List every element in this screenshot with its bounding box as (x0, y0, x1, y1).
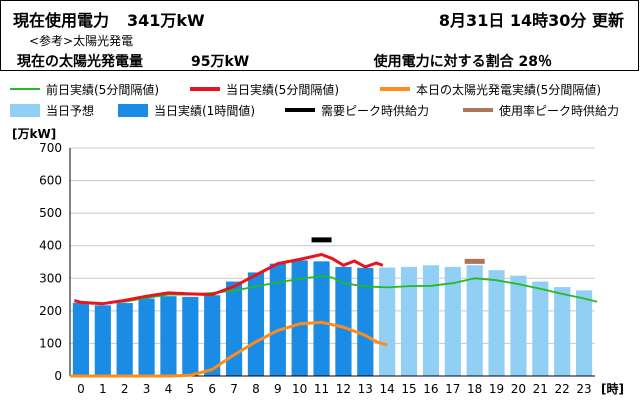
x-tick-label: 18 (467, 382, 482, 396)
x-tick-label: 2 (121, 382, 129, 396)
x-axis-label: [時] (601, 381, 624, 396)
data-bar (247, 272, 265, 376)
data-bar (554, 287, 571, 376)
update-time: 8月31日 14時30分 更新 (438, 11, 624, 30)
y-tick-label: 700 (39, 141, 62, 155)
x-tick-label: 4 (165, 382, 173, 396)
legend-swatch (118, 104, 148, 117)
y-tick-label: 600 (39, 174, 62, 188)
x-tick-label: 13 (358, 382, 373, 396)
solar-ratio: 使用電力に対する割合 28％ (373, 54, 552, 70)
data-bar (400, 266, 418, 376)
legend-label: 前日実績(5分間隔値) (46, 82, 159, 97)
data-bar (269, 263, 286, 376)
x-tick-label: 15 (401, 382, 416, 396)
data-bar (444, 266, 461, 376)
x-tick-label: 0 (77, 382, 85, 396)
y-tick-label: 100 (39, 336, 62, 350)
y-tick-label: 0 (54, 369, 62, 383)
data-bar (422, 265, 440, 376)
x-tick-label: 17 (445, 382, 460, 396)
data-bar (357, 267, 374, 376)
data-bar (160, 296, 177, 376)
data-bar (225, 281, 243, 376)
legend-label: 本日の太陽光発電実績(5分間隔値) (416, 82, 601, 97)
current-usage-value: 341万kW (127, 11, 205, 30)
legend-label: 使用率ピーク時供給力 (499, 103, 619, 118)
data-bar (138, 298, 155, 376)
series-line (70, 320, 388, 378)
data-bar (532, 281, 549, 376)
x-tick-label: 12 (336, 382, 351, 396)
data-bar (291, 260, 308, 376)
x-tick-label: 9 (274, 382, 282, 396)
x-tick-label: 10 (292, 382, 307, 396)
data-bar (116, 303, 133, 376)
legend-label: 当日予想 (46, 103, 94, 118)
data-bar (72, 302, 90, 376)
data-bar (466, 265, 483, 376)
y-axis-label: [万kW] (12, 127, 56, 141)
x-tick-label: 14 (380, 382, 395, 396)
legend-swatch (10, 104, 40, 117)
x-tick-label: 21 (533, 382, 548, 396)
solar-output-value: 95万kW (191, 54, 250, 70)
y-tick-label: 200 (39, 304, 62, 318)
header-panel: 現在使用電力 341万kW 8月31日 14時30分 更新 <参考>太陽光発電 … (0, 0, 639, 71)
x-tick-label: 16 (423, 382, 438, 396)
x-tick-label: 23 (576, 382, 591, 396)
data-bar (335, 266, 352, 376)
legend-label: 需要ピーク時供給力 (321, 104, 429, 118)
x-tick-label: 6 (208, 382, 216, 396)
legend-label: 当日実績(5分間隔値) (226, 82, 339, 97)
data-bar (204, 295, 221, 376)
data-bar (575, 290, 593, 376)
y-tick-label: 300 (39, 271, 62, 285)
reference-solar-label: <参考>太陽光発電 (29, 34, 134, 48)
x-tick-label: 3 (143, 382, 151, 396)
legend-label: 当日実績(1時間値) (154, 103, 255, 118)
x-tick-label: 1 (99, 382, 107, 396)
x-tick-label: 20 (511, 382, 526, 396)
x-tick-label: 5 (186, 382, 194, 396)
data-bar (313, 261, 330, 376)
data-bar (510, 275, 527, 376)
x-tick-label: 8 (252, 382, 260, 396)
x-tick-label: 19 (489, 382, 504, 396)
data-bar (488, 270, 505, 376)
y-tick-label: 400 (39, 239, 62, 253)
data-bar (379, 267, 396, 376)
series-line (80, 275, 598, 305)
data-bar (94, 305, 111, 376)
data-bar (182, 296, 199, 376)
x-tick-label: 22 (555, 382, 570, 396)
y-tick-label: 500 (39, 206, 62, 220)
current-usage-title: 現在使用電力 (13, 11, 110, 30)
x-tick-label: 7 (230, 382, 238, 396)
x-tick-label: 11 (314, 382, 329, 396)
series-line (73, 253, 384, 306)
solar-output-title: 現在の太陽光発電量 (17, 54, 143, 70)
